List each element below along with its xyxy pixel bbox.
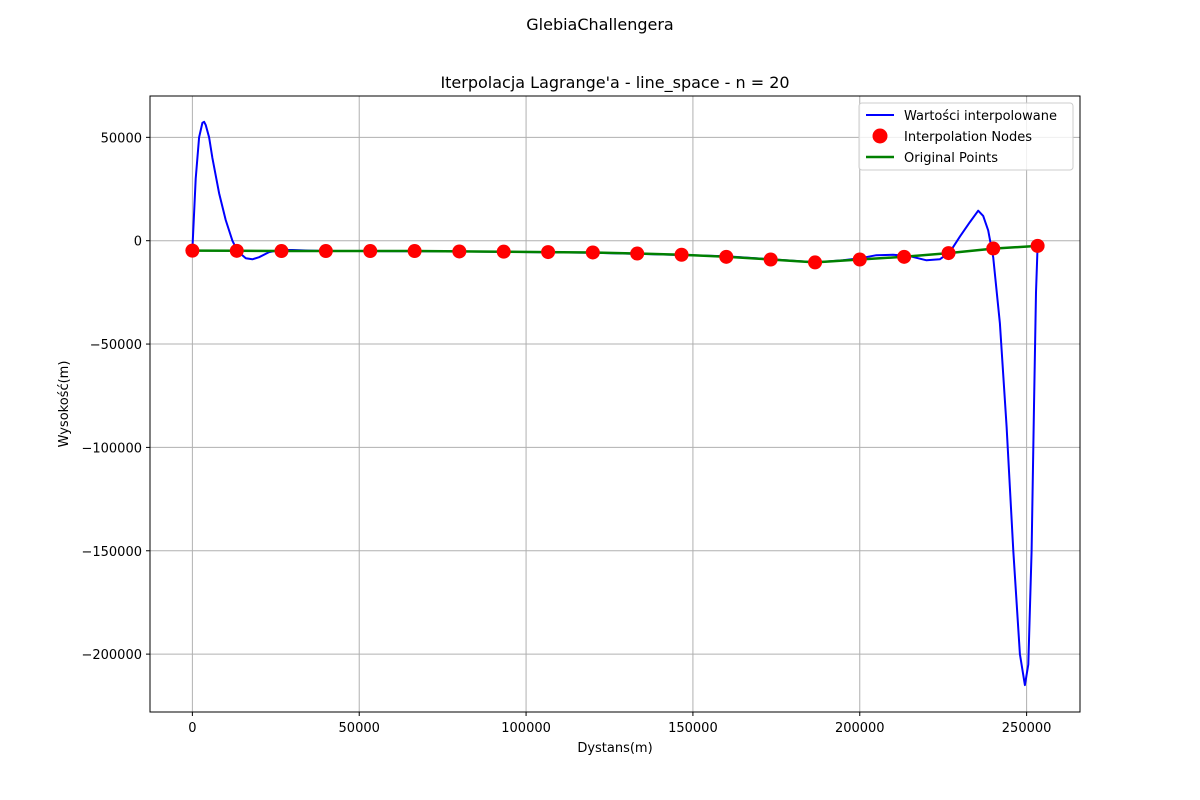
y-tick-label: −100000 [81, 441, 142, 456]
interpolation-node-point [185, 243, 200, 258]
plot-area [150, 96, 1080, 712]
interpolation-node-point [852, 252, 867, 267]
interpolation-node-point [941, 246, 956, 261]
y-tick-label: −200000 [81, 648, 142, 663]
chart-title: Iterpolacja Lagrange'a - line_space - n … [440, 73, 789, 93]
x-tick-label: 250000 [1002, 721, 1052, 736]
interpolation-node-point [496, 244, 511, 259]
y-tick-label: 50000 [101, 131, 142, 146]
legend-frame [858, 102, 1074, 171]
plot-frame [149, 95, 1081, 713]
interpolation-node-point [763, 252, 778, 267]
legend: Wartości interpolowane Interpolation Nod… [858, 102, 1074, 171]
figure-suptitle: GlebiaChallengera [526, 15, 673, 34]
interpolation-node-point [630, 246, 645, 261]
legend-label-interpolated: Wartości interpolowane [904, 109, 1057, 124]
series-line-original [192, 244, 1038, 264]
interpolation-node-point [541, 245, 556, 260]
interpolation-node-point [318, 244, 333, 259]
interpolation-node-point [407, 244, 422, 259]
y-tick-label: −50000 [90, 338, 142, 353]
grid-lines [150, 96, 1080, 712]
x-tick-label: 150000 [668, 721, 718, 736]
legend-swatch-nodes [872, 128, 888, 144]
y-tick-label: −150000 [81, 545, 142, 560]
interpolation-node-point [229, 243, 244, 258]
x-tick-label: 100000 [501, 721, 551, 736]
interpolation-node-point [274, 244, 289, 259]
y-tick-label: 0 [134, 235, 142, 250]
x-tick-label: 0 [188, 721, 196, 736]
interpolation-node-point [363, 244, 378, 259]
interpolation-node-point [719, 249, 734, 264]
interpolation-node-point [674, 247, 689, 262]
y-axis: 50000 0 −50000 −100000 −150000 −200000 [81, 131, 150, 663]
interpolation-node-point [986, 241, 1001, 256]
legend-label-original: Original Points [904, 151, 998, 166]
interpolation-node-point [1030, 238, 1045, 253]
x-axis: 0 50000 100000 150000 200000 250000 [188, 712, 1051, 736]
x-tick-label: 200000 [835, 721, 885, 736]
interpolation-node-point [897, 249, 912, 264]
x-axis-label: Dystans(m) [577, 741, 652, 756]
x-tick-label: 50000 [339, 721, 380, 736]
interpolation-node-point [452, 244, 467, 259]
legend-label-nodes: Interpolation Nodes [904, 130, 1032, 145]
interpolation-node-point [808, 255, 823, 270]
interpolation-node-point [585, 245, 600, 260]
y-axis-label: Wysokość(m) [57, 361, 72, 448]
series-layer [185, 120, 1045, 687]
